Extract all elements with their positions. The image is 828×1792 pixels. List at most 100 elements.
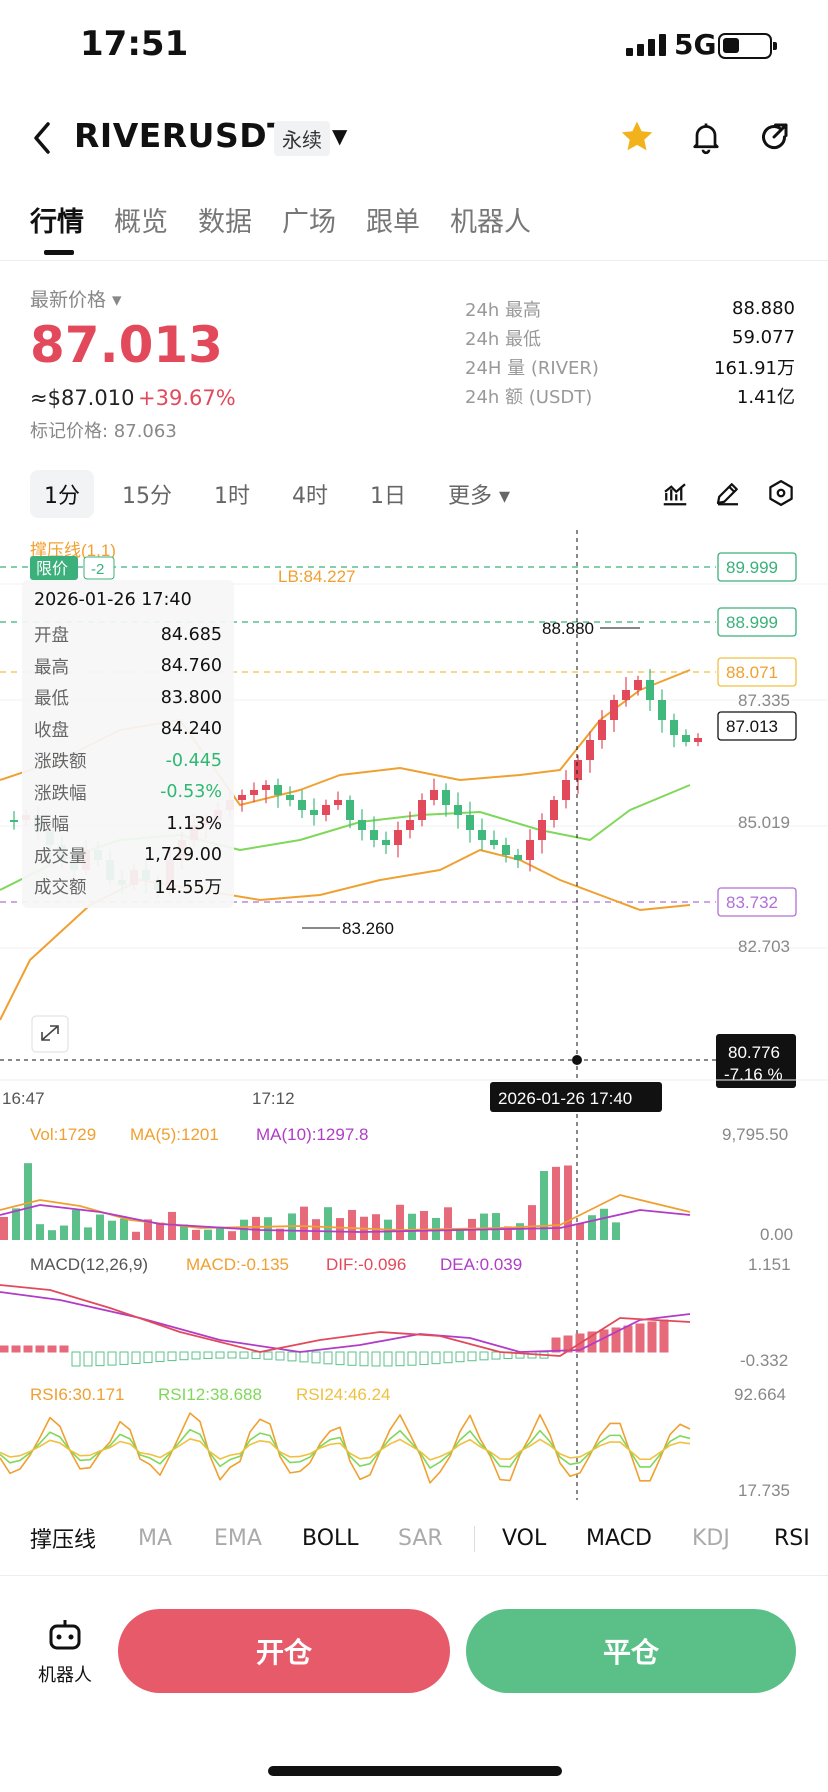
macd-dea-line: [0, 1291, 691, 1353]
volume-bar: [444, 1207, 452, 1240]
favorite-star-icon[interactable]: [618, 118, 656, 156]
stats-24h: 24h 最高 88.880 24h 最低 59.077 24H 量 (RIVER) 1…: [465, 294, 795, 410]
macd-dif-line: [0, 1284, 691, 1357]
candle-body: [406, 820, 414, 830]
candle-body: [622, 690, 630, 700]
toggle-rsi[interactable]: RSI: [774, 1525, 810, 1551]
close-position-button[interactable]: 平仓: [466, 1609, 796, 1693]
network-label: 5G: [674, 28, 717, 61]
toggle-sar[interactable]: SAR: [398, 1525, 443, 1551]
volume-bar: [456, 1230, 464, 1240]
crosshair-price: 80.776: [728, 1043, 780, 1062]
candle-body: [442, 790, 450, 805]
macd-bar: [551, 1337, 561, 1353]
toggle-boll[interactable]: BOLL: [302, 1525, 359, 1551]
ohlc-label: 涨跌幅: [34, 783, 87, 804]
tab-data[interactable]: 数据: [198, 207, 252, 238]
volume-bar: [480, 1213, 488, 1240]
rsi6-label: RSI6:30.171: [30, 1385, 125, 1404]
volume-bar: [408, 1213, 416, 1240]
volume-bar: [324, 1207, 332, 1240]
vol-ma5-line: [0, 1194, 691, 1231]
macd-bar: [215, 1351, 225, 1359]
toggle-ma[interactable]: MA: [138, 1525, 173, 1551]
candle-body: [682, 735, 690, 742]
macd-bar: [599, 1329, 609, 1353]
symbol-title[interactable]: RIVERUSDT: [74, 116, 291, 155]
candle-body: [10, 820, 18, 822]
status-time: 17:51: [80, 24, 189, 64]
macd-bar: [71, 1351, 81, 1367]
ohlc-value: 1,729.00: [144, 845, 222, 866]
macd-bar: [191, 1351, 201, 1360]
volume-bar: [120, 1218, 128, 1240]
tab-market[interactable]: 行情: [30, 207, 84, 238]
time-label: 17:12: [252, 1089, 295, 1108]
price-axis-label: 85.019: [738, 813, 790, 832]
volume-bar: [396, 1204, 404, 1240]
indicator-icon[interactable]: [660, 478, 690, 508]
price-axis-label: 82.703: [738, 937, 790, 956]
toggle-vol[interactable]: VOL: [502, 1525, 547, 1551]
price-tag-label: 88.999: [726, 613, 778, 632]
tab-robot[interactable]: 机器人: [450, 207, 531, 238]
tab-square[interactable]: 广场: [282, 207, 336, 238]
macd-bar: [383, 1351, 393, 1367]
macd-bar: [59, 1345, 69, 1353]
macd-axis-label: 1.151: [748, 1255, 791, 1274]
tab-copy-trade[interactable]: 跟单: [366, 207, 420, 238]
limit-tag: [30, 556, 78, 580]
toggle-macd[interactable]: MACD: [586, 1525, 652, 1551]
back-icon[interactable]: [28, 118, 58, 158]
time-label: 16:47: [2, 1089, 45, 1108]
tf-more[interactable]: 更多 ▾: [448, 484, 511, 509]
latest-price-label[interactable]: 最新价格 ▾: [30, 289, 122, 311]
candle-body: [490, 840, 498, 845]
robot-button[interactable]: 机器人: [34, 1618, 96, 1690]
toggle-ema[interactable]: EMA: [214, 1525, 262, 1551]
share-icon[interactable]: [756, 118, 792, 156]
ohlc-value: -0.445: [165, 750, 222, 771]
macd-bar: [371, 1351, 381, 1367]
tf-1h[interactable]: 1时: [214, 484, 250, 509]
ohlc-label: 涨跌额: [34, 752, 87, 773]
rsi24-label: RSI24:46.24: [296, 1385, 391, 1404]
candle-body: [454, 805, 462, 815]
price-tag: [717, 711, 797, 741]
price-chart[interactable]: 撑压线(1,1)限价 -2 LB:84.227 88.880 83.260 89.999 8…: [0, 530, 828, 1500]
volume-bar: [60, 1225, 68, 1240]
rsi-axis-label: 17.735: [738, 1481, 790, 1500]
draw-pen-icon[interactable]: [713, 478, 743, 508]
contract-type-badge: 永续: [274, 121, 330, 156]
candle-body: [526, 840, 534, 860]
volume-bar: [24, 1163, 32, 1240]
stat-label: 24h 最高: [465, 299, 542, 321]
tf-15m[interactable]: 15分: [122, 484, 172, 509]
candle-body: [610, 700, 618, 720]
robot-label: 机器人: [38, 1665, 92, 1686]
tf-4h[interactable]: 4时: [292, 484, 328, 509]
chevron-down-icon[interactable]: ▼: [332, 124, 348, 148]
macd-bar: [299, 1351, 309, 1363]
candle-body: [334, 800, 342, 805]
rsi-axis-label: 92.664: [734, 1385, 786, 1404]
tf-1m[interactable]: 1分: [30, 470, 94, 518]
price-axis-label: 87.335: [738, 691, 790, 710]
open-position-button[interactable]: 开仓: [118, 1609, 450, 1693]
candle-body: [298, 800, 306, 810]
macd-bar: [335, 1351, 345, 1366]
macd-dif-label: DIF:-0.096: [326, 1255, 406, 1274]
toggle-kdj[interactable]: KDJ: [692, 1525, 730, 1551]
toggle-support[interactable]: 撑压线: [30, 1528, 97, 1553]
bell-icon[interactable]: [688, 118, 724, 156]
candle-body: [646, 680, 654, 700]
macd-bar: [395, 1351, 405, 1367]
settings-hexagon-icon[interactable]: [766, 478, 796, 508]
volume-bar: [372, 1214, 380, 1240]
macd-bar: [359, 1351, 369, 1367]
tf-1d[interactable]: 1日: [370, 484, 406, 509]
limit-count: -2: [91, 561, 104, 578]
macd-bar: [203, 1351, 213, 1359]
candle-body: [514, 855, 522, 860]
tab-overview[interactable]: 概览: [114, 207, 168, 238]
